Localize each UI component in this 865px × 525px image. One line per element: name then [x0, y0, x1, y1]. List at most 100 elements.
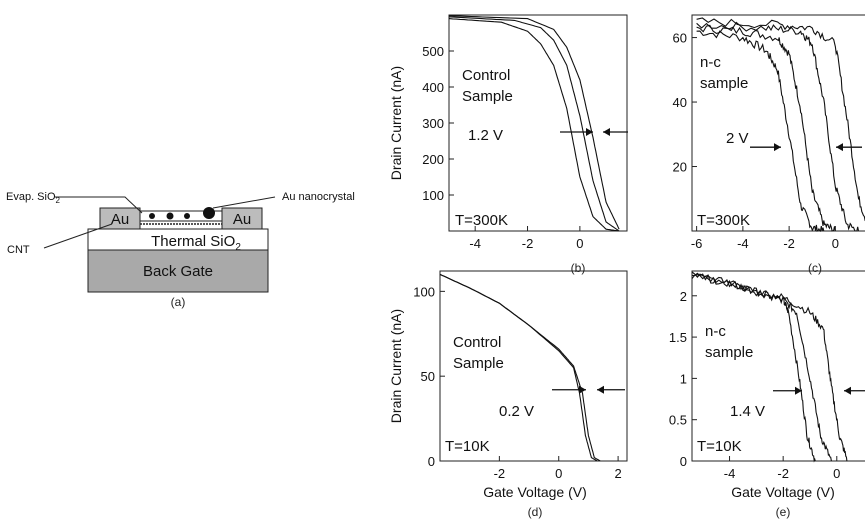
curve-line [696, 30, 825, 232]
y-ticks: 20 40 60 [673, 31, 697, 175]
y-tick-label: 500 [422, 44, 444, 59]
curve-line [696, 17, 865, 222]
arrow-head [597, 385, 604, 394]
sample-label-line2: Sample [453, 355, 504, 372]
x-tick-label: -2 [494, 466, 506, 481]
plot-frame [691, 14, 865, 232]
panel-b: -4 -2 0 100 200 300 400 500 Drain Current (nA)… [388, 14, 628, 275]
y-tick-label: 300 [422, 116, 444, 131]
evap-oxide-label: Evap. SiO2 [6, 191, 61, 205]
device-schematic: Back Gate Thermal SiO2 Au Au Evap. SiO2 … [6, 191, 355, 309]
y-tick-label: 400 [422, 80, 444, 95]
x-tick-label: 0 [832, 236, 839, 251]
au-right-label: Au [233, 211, 251, 228]
au-left-label: Au [111, 211, 129, 228]
evap-oxide-subscript: 2 [56, 196, 61, 205]
x-tick-label: -2 [783, 236, 795, 251]
arrow-head [586, 128, 593, 136]
x-tick-label: 2 [614, 466, 621, 481]
curve-line [696, 24, 836, 232]
curves [439, 273, 601, 462]
x-ticks: -4 -2 0 [724, 456, 840, 481]
plot-frame [448, 14, 628, 232]
panel-d: -2 0 2 0 50 100 Drain Current (nA) Gate Volt… [388, 270, 628, 519]
sample-label-line2: sample [705, 344, 753, 361]
nanocrystal-dot [203, 207, 215, 219]
nanocrystal-dot [149, 213, 155, 219]
shift-label: 1.4 V [730, 403, 765, 420]
y-tick-label: 60 [673, 31, 687, 46]
x-tick-label: -4 [469, 236, 481, 251]
x-tick-label: -4 [724, 466, 736, 481]
thermal-oxide-layer [87, 228, 269, 251]
shift-arrows [552, 385, 625, 394]
arrow-head [844, 386, 851, 395]
y-tick-label: 0.5 [669, 413, 687, 428]
plot-frame [691, 270, 865, 462]
sample-label-line1: n-c [700, 54, 721, 71]
panel-e: -4 -2 0 0 0.5 1 1.5 2 Gate Voltage (V) n-c sam… [669, 270, 865, 519]
x-tick-label: 0 [555, 466, 562, 481]
shift-label: 1.2 V [468, 127, 503, 144]
au-electrode-right [221, 207, 263, 230]
back-gate-label: Back Gate [143, 263, 213, 280]
thermal-oxide-label: Thermal SiO2 [151, 233, 241, 253]
nanocrystal-label: Au nanocrystal [282, 191, 355, 203]
thermal-oxide-subscript: 2 [235, 242, 241, 253]
sample-label-line1: Control [453, 334, 501, 351]
y-tick-label: 40 [673, 95, 687, 110]
x-tick-label: -2 [777, 466, 789, 481]
evap-oxide-text: Evap. SiO [6, 191, 56, 203]
x-tick-label: -2 [522, 236, 534, 251]
curve-line [691, 271, 848, 462]
curve-line [448, 15, 620, 230]
shift-arrows [773, 386, 865, 395]
nanocrystal-dot [184, 213, 190, 219]
curve-line [448, 18, 620, 232]
y-axis-label: Drain Current (nA) [388, 309, 404, 423]
curves [691, 271, 848, 463]
shift-label: 2 V [726, 130, 749, 147]
au-electrode-left [99, 207, 141, 230]
curves [696, 17, 865, 232]
panel-caption: (b) [571, 261, 586, 275]
x-ticks: -2 0 2 [494, 456, 622, 481]
x-tick-label: -6 [691, 236, 703, 251]
shift-arrows [750, 143, 862, 152]
y-axis-label: Drain Current (nA) [388, 66, 404, 180]
y-tick-label: 0 [680, 454, 687, 469]
nanocrystal-leader-line [212, 196, 276, 209]
sample-label-line2: Sample [462, 88, 513, 105]
thermal-oxide-text: Thermal SiO [151, 233, 235, 250]
arrow-head [774, 143, 781, 152]
panel-caption: (d) [528, 505, 543, 519]
x-tick-label: -4 [737, 236, 749, 251]
y-tick-label: 100 [413, 284, 435, 299]
cnt-leader-line [43, 223, 113, 249]
x-ticks: -6 -4 -2 0 [691, 226, 839, 251]
shift-arrows [560, 128, 628, 136]
x-axis-label: Gate Voltage (V) [483, 484, 587, 500]
shift-label: 0.2 V [499, 403, 534, 420]
curve-line [696, 21, 860, 232]
y-ticks: 0 0.5 1 1.5 2 [669, 289, 697, 469]
panel-caption: (c) [808, 261, 822, 275]
x-tick-label: 0 [833, 466, 840, 481]
panel-c: -6 -4 -2 0 20 40 60 n-c sample 2 V T=300K (c) [673, 14, 865, 275]
device-caption: (a) [171, 295, 186, 309]
panel-caption: (e) [776, 505, 791, 519]
curve-line [439, 273, 601, 462]
y-ticks: 100 200 300 400 500 [422, 44, 454, 203]
x-tick-label: 0 [576, 236, 583, 251]
curve-line [691, 272, 816, 463]
cnt-label: CNT [7, 244, 30, 256]
sample-label-line1: n-c [705, 323, 726, 340]
y-tick-label: 0 [428, 454, 435, 469]
y-tick-label: 50 [421, 369, 435, 384]
y-tick-label: 20 [673, 160, 687, 175]
temperature-label: T=300K [455, 212, 508, 229]
curves [448, 15, 620, 232]
arrow-head [579, 385, 586, 394]
temperature-label: T=10K [445, 438, 490, 455]
